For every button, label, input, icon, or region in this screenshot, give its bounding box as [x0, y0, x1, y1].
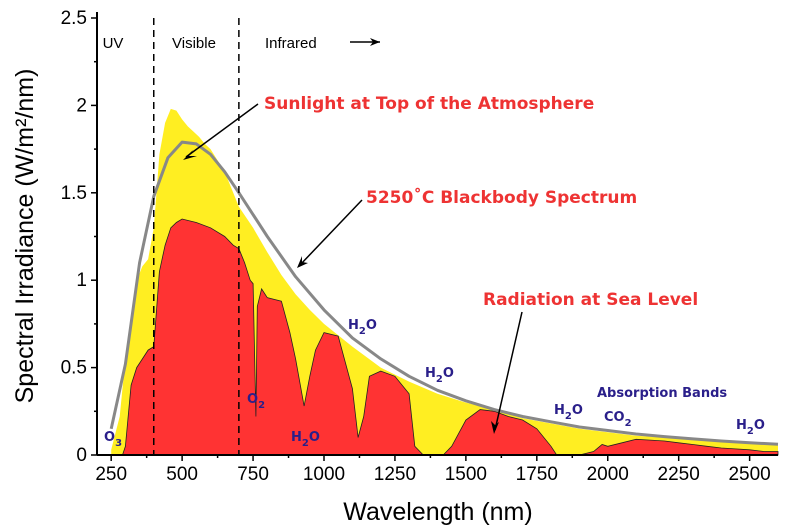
- series-layer: [109, 108, 779, 456]
- x-tick-label: 1500: [445, 464, 487, 485]
- x-tick-label: 2250: [658, 464, 700, 485]
- x-tick-label: 2500: [728, 464, 770, 485]
- y-tick-label: 0: [76, 445, 87, 466]
- molecule-label-o2: O2: [247, 392, 265, 411]
- divider-layer: [153, 18, 240, 455]
- molecule-label-h2o-1: H2O: [291, 430, 320, 449]
- molecule-label-o3: O3: [104, 430, 122, 449]
- y-tick-label: 1.5: [61, 183, 87, 204]
- y-axis-title: Spectral Irradiance (W/m²/nm): [11, 69, 39, 404]
- x-tick-label: 1000: [303, 464, 345, 485]
- x-tick-label: 1750: [516, 464, 558, 485]
- annotation-absorption-bands: Absorption Bands: [597, 386, 727, 401]
- y-tick-label: 2.5: [61, 8, 87, 29]
- arrow-sea-level-icon: [491, 311, 523, 434]
- series-area-radiation-at-sea-level: [121, 218, 779, 456]
- series-line-5250-c-blackbody-spectrum: [109, 140, 779, 446]
- y-tick-label: 2: [76, 95, 87, 116]
- x-tick-label: 1250: [374, 464, 416, 485]
- y-tick-label: 0.5: [61, 358, 87, 379]
- region-label-visible: Visible: [172, 35, 216, 52]
- annotation-sea-level: Radiation at Sea Level: [483, 290, 698, 310]
- axes-layer: 0 0.5 1 1.5 2 2.5 250 500 750 1000 1250 1500 1750 200…: [61, 8, 778, 485]
- region-label-uv: UV: [103, 35, 124, 52]
- x-tick-label: 250: [95, 464, 127, 485]
- annotation-top-atmosphere: Sunlight at Top of the Atmosphere: [264, 94, 594, 114]
- infrared-arrow-icon: [350, 38, 380, 46]
- x-tick-label: 2000: [587, 464, 629, 485]
- molecule-label-h2o-2: H2O: [348, 318, 377, 337]
- region-label-infrared: Infrared: [265, 35, 317, 52]
- molecule-label-h2o-4: H2O: [554, 403, 583, 422]
- arrow-top-atmosphere-icon: [183, 103, 259, 160]
- molecule-label-h2o-5: H2O: [736, 418, 765, 437]
- molecule-label-co2: CO2: [604, 410, 632, 429]
- x-tick-label: 750: [237, 464, 269, 485]
- arrow-blackbody-icon: [297, 199, 363, 268]
- y-tick-label: 1: [76, 270, 87, 291]
- annotation-blackbody: 5250˚C Blackbody Spectrum: [366, 186, 637, 208]
- x-tick-label: 500: [166, 464, 198, 485]
- x-axis-title: Wavelength (nm): [343, 498, 532, 526]
- molecule-label-h2o-3: H2O: [425, 366, 454, 385]
